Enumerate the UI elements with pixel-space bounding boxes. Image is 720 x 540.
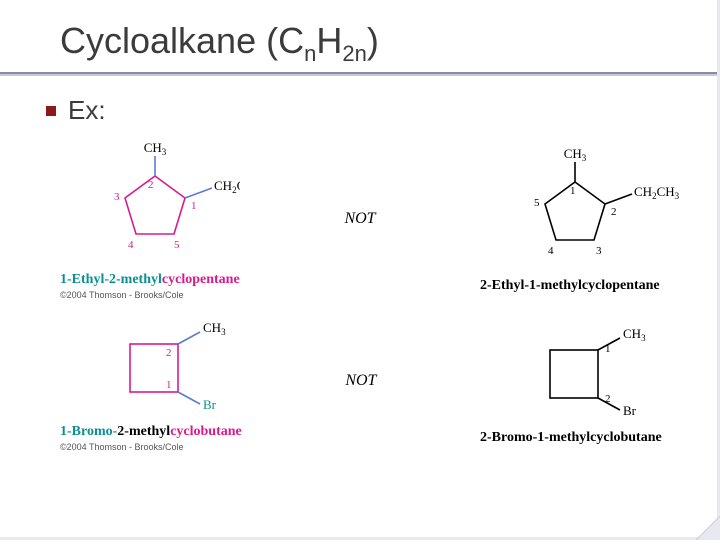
svg-text:CH2CH3: CH2CH3 xyxy=(214,178,240,195)
svg-text:CH3: CH3 xyxy=(623,326,646,343)
name-butane-left: 1-Bromo-2-methylcyclobutane xyxy=(60,424,242,440)
not-label-1: NOT xyxy=(326,210,393,228)
row-butane: CH3 Br 2 1 1-Bromo-2-methylcyclobutane ©… xyxy=(60,310,680,452)
svg-text:Br: Br xyxy=(623,403,637,418)
title-text-2: H xyxy=(316,20,342,61)
svg-text:1: 1 xyxy=(191,200,197,212)
svg-text:2: 2 xyxy=(605,393,611,405)
row-pentane: CH3 CH2CH3 1 2 3 4 5 1-Ethyl-2-methylcyc… xyxy=(60,138,680,300)
struct-butane-right: CH3 Br 1 2 xyxy=(480,316,680,426)
svg-text:4: 4 xyxy=(548,245,554,257)
svg-text:2: 2 xyxy=(611,206,617,218)
svg-text:CH3: CH3 xyxy=(203,320,226,337)
not-label-2: NOT xyxy=(327,372,394,390)
copyright-1: ©2004 Thomson - Brooks/Cole xyxy=(60,290,184,300)
bullet-row: Ex: xyxy=(0,67,720,138)
title-underline xyxy=(0,72,720,76)
copyright-2: ©2004 Thomson - Brooks/Cole xyxy=(60,442,184,452)
name-butane-right: 2-Bromo-1-methylcyclobutane xyxy=(480,430,662,446)
svg-text:5: 5 xyxy=(174,239,180,251)
title-text-3: ) xyxy=(367,20,379,61)
name-pentane-right: 2-Ethyl-1-methylcyclopentane xyxy=(480,278,660,294)
examples: CH3 CH2CH3 1 2 3 4 5 1-Ethyl-2-methylcyc… xyxy=(0,138,720,452)
svg-text:CH2CH3: CH2CH3 xyxy=(634,184,680,201)
cell-butane-correct: CH3 Br 2 1 1-Bromo-2-methylcyclobutane ©… xyxy=(60,310,242,452)
corner-accent-icon xyxy=(696,516,720,540)
svg-text:3: 3 xyxy=(114,191,120,203)
svg-text:1: 1 xyxy=(570,185,576,197)
svg-text:1: 1 xyxy=(166,379,172,391)
title-sub-2n: 2n xyxy=(342,41,366,66)
svg-text:5: 5 xyxy=(534,197,540,209)
struct-pentane-right: CH3 CH2CH3 1 2 3 4 5 xyxy=(480,144,680,274)
name-pentane-left: 1-Ethyl-2-methylcyclopentane xyxy=(60,272,240,288)
cell-butane-wrong: CH3 Br 1 2 2-Bromo-1-methylcyclobutane xyxy=(480,316,680,446)
svg-text:1: 1 xyxy=(605,343,611,355)
svg-text:2: 2 xyxy=(166,347,172,359)
svg-text:Br: Br xyxy=(203,397,217,412)
slide: Cycloalkane (CnH2n) Ex: xyxy=(0,0,720,540)
bullet-label: Ex: xyxy=(68,95,106,126)
svg-text:4: 4 xyxy=(128,239,134,251)
title-text-1: Cycloalkane (C xyxy=(60,20,304,61)
cell-pentane-correct: CH3 CH2CH3 1 2 3 4 5 1-Ethyl-2-methylcyc… xyxy=(60,138,240,300)
svg-text:CH3: CH3 xyxy=(144,140,167,157)
struct-pentane-left: CH3 CH2CH3 1 2 3 4 5 xyxy=(60,138,240,268)
struct-butane-left: CH3 Br 2 1 xyxy=(60,310,240,420)
bullet-icon xyxy=(46,106,56,116)
svg-text:2: 2 xyxy=(148,179,154,191)
slide-title: Cycloalkane (CnH2n) xyxy=(0,20,720,67)
svg-text:CH3: CH3 xyxy=(564,146,587,163)
cell-pentane-wrong: CH3 CH2CH3 1 2 3 4 5 2-Ethyl-1-methylcyc… xyxy=(480,144,680,294)
title-sub-n1: n xyxy=(304,41,316,66)
svg-text:3: 3 xyxy=(596,245,602,257)
